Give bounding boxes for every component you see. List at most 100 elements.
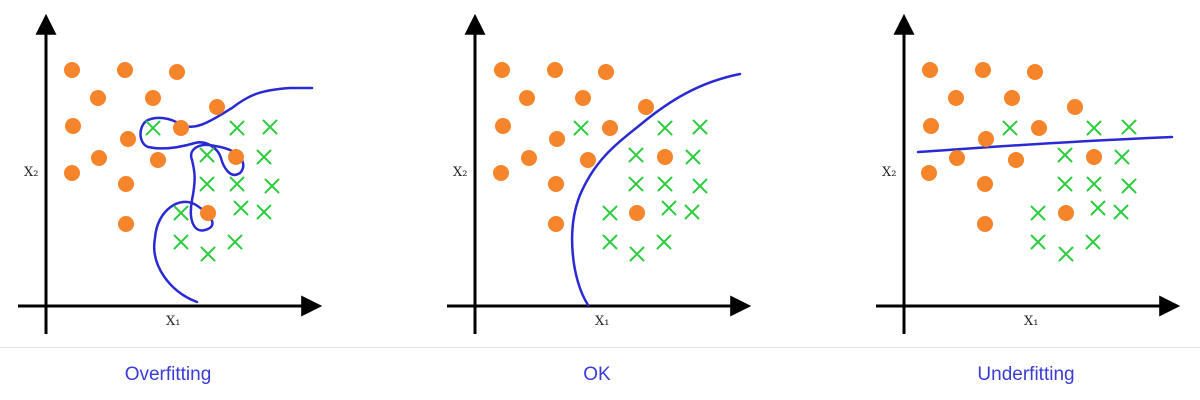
cross-icon	[1030, 205, 1046, 221]
cross-icon	[199, 176, 215, 192]
cross-icon	[1058, 246, 1074, 262]
cross-icon	[173, 234, 189, 250]
decision-boundary	[570, 72, 742, 307]
x-axis-label: X₁	[595, 314, 609, 329]
cross-icon	[264, 178, 280, 194]
cross-icon	[1057, 147, 1073, 163]
cross-icon	[629, 246, 645, 262]
cross-icon	[227, 234, 243, 250]
circle-icon	[64, 165, 80, 181]
y-axis-label: X₂	[24, 165, 38, 180]
cross-icon	[229, 176, 245, 192]
circle-icon	[1008, 152, 1024, 168]
circle-icon	[548, 176, 564, 192]
circle-icon	[91, 150, 107, 166]
circle-icon	[493, 165, 509, 181]
circle-icon	[65, 118, 81, 134]
class-a-points	[921, 62, 1102, 232]
circle-icon	[977, 216, 993, 232]
circle-icon	[519, 90, 535, 106]
circle-icon	[923, 118, 939, 134]
caption-underfitting: Underfitting	[977, 364, 1075, 385]
cross-icon	[256, 204, 272, 220]
cross-icon	[692, 178, 708, 194]
class-b-points	[145, 119, 280, 262]
circle-icon	[173, 120, 189, 136]
caption-divider	[0, 347, 1200, 348]
circle-icon	[548, 216, 564, 232]
cross-icon	[1002, 120, 1018, 136]
cross-icon	[229, 120, 245, 136]
circle-icon	[120, 131, 136, 147]
cross-icon	[1121, 178, 1137, 194]
cross-icon	[661, 200, 677, 216]
circle-icon	[169, 64, 185, 80]
circle-icon	[1004, 90, 1020, 106]
circle-icon	[200, 205, 216, 221]
circle-icon	[495, 118, 511, 134]
cross-icon	[692, 119, 708, 135]
cross-icon	[256, 149, 272, 165]
circle-icon	[90, 90, 106, 106]
circle-icon	[580, 152, 596, 168]
cross-icon	[1085, 234, 1101, 250]
circle-icon	[575, 90, 591, 106]
circle-icon	[209, 99, 225, 115]
circle-icon	[657, 149, 673, 165]
cross-icon	[602, 234, 618, 250]
circle-icon	[228, 149, 244, 165]
class-a-points	[493, 62, 673, 232]
cross-icon	[684, 204, 700, 220]
circle-icon	[494, 62, 510, 78]
cross-icon	[1086, 120, 1102, 136]
caption-ok: OK	[583, 364, 611, 385]
cross-icon	[656, 234, 672, 250]
circle-icon	[521, 150, 537, 166]
cross-icon	[1086, 176, 1102, 192]
cross-icon	[1090, 200, 1106, 216]
cross-icon	[657, 120, 673, 136]
cross-icon	[1114, 149, 1130, 165]
caption-overfitting: Overfitting	[124, 364, 212, 385]
circle-icon	[978, 131, 994, 147]
x-axis-label: X₁	[1024, 314, 1038, 329]
cross-icon	[657, 176, 673, 192]
cross-icon	[1121, 119, 1137, 135]
cross-icon	[145, 120, 161, 136]
decision-boundary	[139, 86, 314, 304]
x-axis-label: X₁	[166, 314, 180, 329]
circle-icon	[117, 62, 133, 78]
circle-icon	[1086, 149, 1102, 165]
panel-underfitting: X₁ X₂	[876, 13, 1181, 334]
class-a-points	[64, 62, 244, 232]
cross-icon	[262, 119, 278, 135]
cross-icon	[573, 120, 589, 136]
cross-icon	[1057, 176, 1073, 192]
circle-icon	[977, 176, 993, 192]
cross-icon	[1113, 204, 1129, 220]
circle-icon	[547, 62, 563, 78]
circle-icon	[1067, 99, 1083, 115]
panel-ok: X₁ X₂	[447, 13, 752, 334]
cross-icon	[199, 147, 215, 163]
cross-icon	[200, 246, 216, 262]
circle-icon	[1027, 64, 1043, 80]
fitting-comparison-figure: X₁ X₂ X₁ X₂ X₁ X₂	[18, 13, 1181, 334]
circle-icon	[921, 165, 937, 181]
cross-icon	[628, 176, 644, 192]
circle-icon	[549, 131, 565, 147]
decision-boundary	[916, 135, 1174, 154]
circle-icon	[922, 62, 938, 78]
cross-icon	[602, 205, 618, 221]
class-b-points	[1002, 119, 1137, 262]
circle-icon	[638, 99, 654, 115]
cross-icon	[685, 149, 701, 165]
circle-icon	[118, 216, 134, 232]
circle-icon	[602, 120, 618, 136]
circle-icon	[1058, 205, 1074, 221]
cross-icon	[233, 200, 249, 216]
circle-icon	[948, 90, 964, 106]
cross-icon	[628, 147, 644, 163]
y-axis-label: X₂	[882, 165, 896, 180]
circle-icon	[64, 62, 80, 78]
